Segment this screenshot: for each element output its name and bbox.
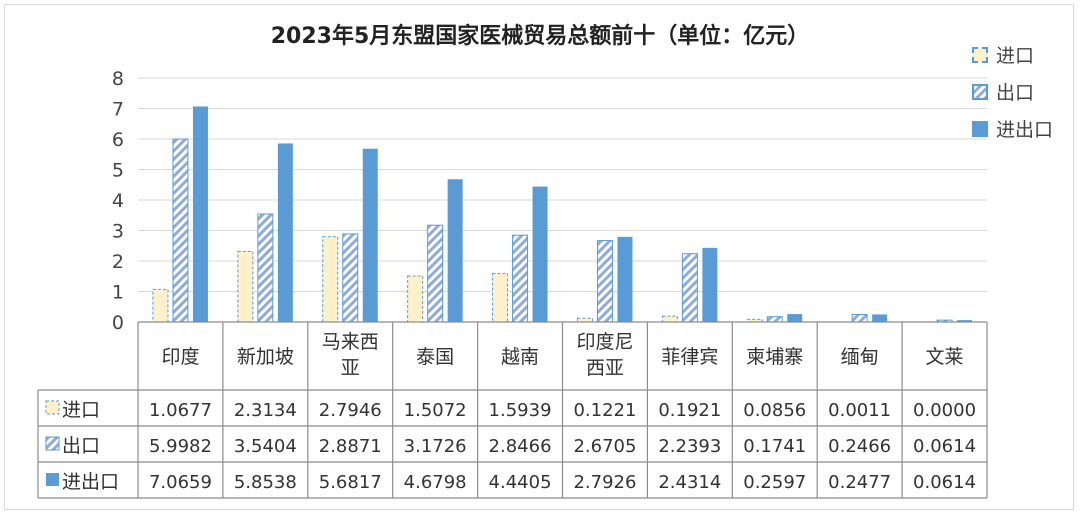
table-cell: 5.9982 (149, 436, 212, 457)
bar-import (407, 275, 424, 323)
table-cell: 2.8466 (489, 436, 552, 457)
bar-export (596, 240, 613, 323)
table-cell: 0.0000 (913, 400, 976, 421)
bar-export (342, 233, 359, 323)
bar-export (427, 224, 444, 323)
table-cell: 0.2597 (743, 472, 806, 493)
table-cell: 1.0677 (149, 400, 212, 421)
row-header: 进出口 (62, 471, 119, 493)
bar-total (192, 106, 208, 322)
y-tick-label: 6 (112, 129, 124, 151)
bar-total (787, 314, 803, 322)
bar-total (872, 314, 888, 322)
import-swatch-icon (972, 46, 988, 63)
y-tick-label: 7 (112, 99, 124, 121)
table-cell: 1.5939 (489, 400, 552, 421)
category-label: 柬埔寨 (746, 346, 803, 368)
category-label: 文莱 (926, 346, 964, 368)
bar-export (257, 213, 274, 323)
bar-export (681, 253, 698, 323)
bar-export (512, 234, 529, 323)
total-swatch-icon (46, 473, 59, 486)
table-cell: 2.3134 (234, 400, 297, 421)
category-label: 亚 (341, 357, 360, 379)
table-cell: 4.6798 (404, 472, 467, 493)
bar-total (277, 143, 293, 322)
table-cell: 2.8871 (319, 436, 382, 457)
legend-item-export: 出口 (972, 73, 1053, 110)
y-tick-label: 8 (112, 68, 124, 90)
chart-frame (4, 4, 1074, 510)
table-cell: 5.6817 (319, 472, 382, 493)
table-cell: 0.0856 (743, 400, 806, 421)
legend-label: 出口 (996, 82, 1035, 104)
bar-total (447, 179, 463, 322)
category-label: 印度 (161, 346, 199, 368)
table-cell: 2.2393 (658, 436, 721, 457)
category-label: 西亚 (586, 357, 624, 379)
legend-label: 进出口 (996, 119, 1054, 141)
bar-import (322, 236, 339, 323)
table-cell: 0.0614 (913, 472, 976, 493)
total-swatch-icon (972, 120, 988, 137)
y-tick-label: 3 (112, 221, 124, 243)
table-cell: 0.1921 (658, 400, 721, 421)
category-label: 越南 (501, 346, 539, 368)
legend: 进口 出口 进出口 (972, 36, 1053, 147)
export-swatch-icon (45, 436, 60, 451)
category-label: 马来西 (322, 331, 379, 353)
table-cell: 0.2477 (828, 472, 891, 493)
category-label: 新加坡 (237, 346, 294, 368)
category-label: 菲律宾 (661, 346, 718, 368)
bar-import (661, 315, 678, 323)
table-cell: 0.1741 (743, 436, 806, 457)
table-cell: 2.6705 (573, 436, 636, 457)
table-cell: 7.0659 (149, 472, 212, 493)
bar-total (702, 247, 718, 322)
table-cell: 4.4405 (489, 472, 552, 493)
bar-total (957, 320, 973, 322)
bar-import (152, 288, 169, 323)
table-cell: 0.0011 (828, 400, 891, 421)
table-cell: 3.1726 (404, 436, 467, 457)
category-label: 缅甸 (841, 346, 879, 368)
import-swatch-icon (45, 400, 60, 415)
bar-total (617, 236, 633, 322)
bar-total (362, 148, 378, 322)
bar-import (237, 250, 254, 323)
y-tick-label: 5 (112, 160, 124, 182)
y-tick-label: 2 (112, 251, 124, 273)
table-cell: 0.2466 (828, 436, 891, 457)
legend-item-import: 进口 (972, 36, 1053, 73)
table-cell: 3.5404 (234, 436, 297, 457)
legend-item-total: 进出口 (972, 110, 1053, 147)
bar-import (492, 272, 509, 323)
bar-export (851, 313, 868, 323)
chart-title: 2023年5月东盟国家医械贸易总额前十（单位：亿元） (270, 24, 810, 49)
table-cell: 5.8538 (234, 472, 297, 493)
y-tick-label: 1 (112, 282, 124, 304)
legend-label: 进口 (996, 45, 1035, 67)
y-tick-label: 0 (112, 312, 124, 334)
bar-export (766, 316, 783, 323)
table-cell: 0.1221 (573, 400, 636, 421)
bar-total (532, 186, 548, 322)
table-cell: 1.5072 (404, 400, 467, 421)
export-swatch-icon (972, 83, 988, 100)
row-header: 进口 (62, 399, 100, 421)
bar-export (172, 138, 189, 323)
y-tick-label: 4 (112, 190, 124, 212)
table-cell: 2.4314 (658, 472, 721, 493)
table-cell: 2.7926 (573, 472, 636, 493)
table-cell: 0.0614 (913, 436, 976, 457)
category-label: 印度尼 (576, 331, 633, 353)
table-cell: 2.7946 (319, 400, 382, 421)
category-label: 泰国 (416, 346, 454, 368)
row-header: 出口 (62, 435, 100, 457)
